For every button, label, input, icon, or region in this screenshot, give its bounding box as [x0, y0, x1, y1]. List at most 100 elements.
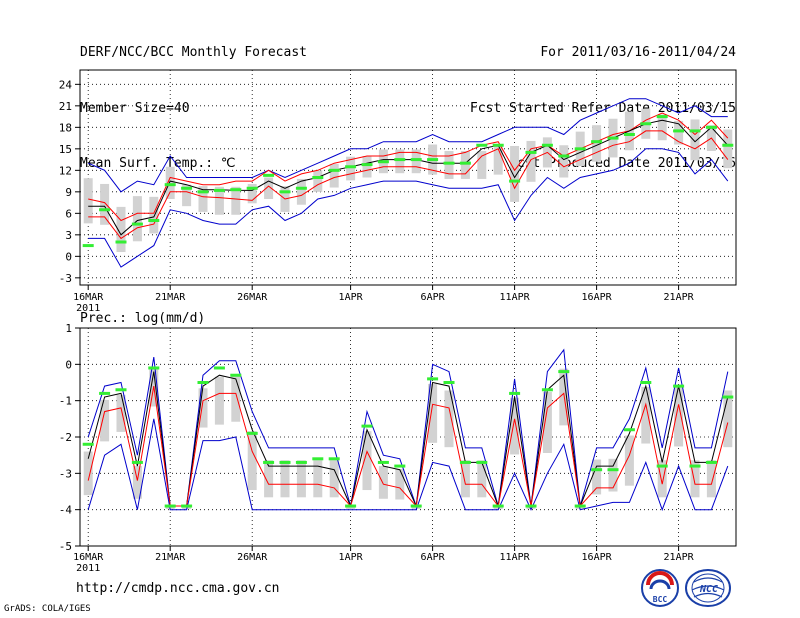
- precipitation-spread-box: [411, 506, 421, 509]
- precipitation-median-marker: [197, 381, 209, 384]
- precipitation-xtick-label: 21APR: [664, 552, 695, 563]
- precipitation-spread-box: [264, 460, 274, 498]
- source-url[interactable]: http://cmdp.ncc.cma.gov.cn: [76, 581, 280, 596]
- temperature-median-marker: [295, 186, 307, 190]
- temperature-min-line: [88, 148, 729, 268]
- temperature-xtick-label: 26MAR: [237, 292, 268, 303]
- temperature-median-marker: [82, 244, 94, 248]
- precipitation-spread-box: [592, 459, 602, 495]
- temperature-spread-box: [592, 125, 602, 162]
- temperature-spread-box: [690, 119, 700, 161]
- temperature-median-marker: [328, 168, 340, 172]
- header-left: DERF/NCC/BCC Monthly Forecast Member Siz…: [80, 8, 307, 193]
- precipitation-median-marker: [509, 391, 521, 395]
- precipitation-spread-box: [641, 386, 651, 444]
- temperature-median-marker: [558, 154, 570, 158]
- temperature-median-marker: [197, 190, 209, 194]
- precipitation-median-marker: [148, 366, 160, 370]
- temperature-median-marker: [361, 163, 373, 167]
- temperature-median-marker: [213, 188, 225, 192]
- variable-label: Mean Surf. Temp.: ℃: [80, 156, 236, 171]
- precipitation-spread-box: [510, 397, 520, 455]
- temperature-median-marker: [246, 186, 258, 190]
- temperature-median-marker: [131, 222, 143, 226]
- precipitation-median-marker: [459, 460, 471, 464]
- temperature-spread-box: [165, 166, 175, 199]
- temperature-ytick-label: 3: [65, 229, 72, 242]
- precip-axis-label: Prec.: log(mm/d): [80, 311, 205, 326]
- temperature-spread-box: [444, 150, 454, 179]
- temperature-spread-box: [674, 120, 684, 145]
- temperature-spread-box: [247, 183, 257, 204]
- precipitation-median-marker: [574, 504, 586, 508]
- precipitation-median-marker: [623, 428, 635, 432]
- temperature-median-marker: [722, 143, 734, 147]
- precipitation-median-marker: [656, 464, 668, 468]
- temperature-mean-line: [88, 119, 729, 236]
- precipitation-spread-box: [526, 506, 536, 509]
- precipitation-spread-box: [313, 460, 323, 498]
- temperature-median-marker: [148, 219, 160, 222]
- precipitation-upper-line: [87, 371, 729, 508]
- temperature-ytick-label: 18: [59, 121, 72, 134]
- temperature-median-marker: [115, 240, 127, 244]
- precipitation-spread-box: [674, 387, 684, 447]
- precipitation-min-line: [87, 418, 729, 512]
- precipitation-spread-box: [214, 376, 224, 425]
- precipitation-median-marker: [410, 504, 422, 508]
- temperature-xtick-label: 16MAR: [73, 292, 104, 303]
- precipitation-median-marker: [394, 464, 406, 468]
- temperature-max-line: [88, 98, 728, 193]
- temperature-spread-box: [510, 145, 520, 202]
- temperature-median-marker: [427, 158, 439, 162]
- temperature-median-marker: [443, 161, 455, 165]
- precipitation-spread-box: [657, 460, 667, 498]
- precipitation-median-marker: [525, 504, 537, 508]
- temperature-median-marker: [673, 129, 685, 133]
- temperature-median-marker: [656, 115, 668, 119]
- precipitation-spread-box: [362, 431, 372, 491]
- precipitation-spread-box: [198, 388, 208, 428]
- precipitation-plot-frame: [79, 327, 737, 547]
- temperature-median-marker: [476, 143, 488, 147]
- precipitation-spread-box: [542, 391, 552, 453]
- temperature-spread-box: [313, 170, 323, 192]
- precipitation-median-marker: [99, 391, 111, 395]
- temperature-median-marker: [410, 158, 422, 162]
- forecast-period: For 2011/03/16-2011/04/24: [540, 45, 736, 60]
- temperature-spread-box: [296, 178, 306, 205]
- precipitation-median-marker: [82, 442, 94, 446]
- precipitation-spread-box: [723, 390, 733, 448]
- precipitation-median-marker: [164, 504, 176, 508]
- precipitation-median-marker: [246, 431, 258, 435]
- temperature-upper-line: [88, 112, 729, 222]
- precipitation-xtick-label: 16APR: [582, 552, 613, 563]
- precipitation-spread-box: [559, 368, 569, 426]
- precipitation-median-marker: [181, 504, 193, 508]
- temperature-spread-box: [493, 144, 503, 175]
- temperature-median-marker: [623, 133, 635, 136]
- temperature-median-marker: [312, 176, 324, 179]
- temperature-spread-box: [346, 156, 356, 181]
- temperature-spread-box: [100, 183, 110, 225]
- chart-title: DERF/NCC/BCC Monthly Forecast: [80, 45, 307, 60]
- temperature-spread-box: [83, 178, 93, 224]
- temperature-median-marker: [525, 150, 537, 154]
- precipitation-xtick-label: 6APR: [421, 552, 446, 563]
- precipitation-spread-box: [395, 468, 405, 500]
- temperature-median-marker: [509, 179, 521, 183]
- temperature-spread-box: [411, 149, 421, 174]
- temperature-spread-box: [526, 140, 536, 182]
- temperature-ytick-label: 24: [59, 78, 73, 91]
- temperature-median-marker: [640, 122, 652, 126]
- precipitation-spread-box: [247, 431, 257, 491]
- temperature-lower-line: [88, 130, 729, 240]
- precipitation-median-marker: [722, 395, 734, 399]
- precipitation-spread-box: [231, 375, 241, 422]
- temperature-median-marker: [263, 173, 275, 177]
- precipitation-median-marker: [312, 457, 324, 461]
- temperature-spread-box: [395, 149, 405, 174]
